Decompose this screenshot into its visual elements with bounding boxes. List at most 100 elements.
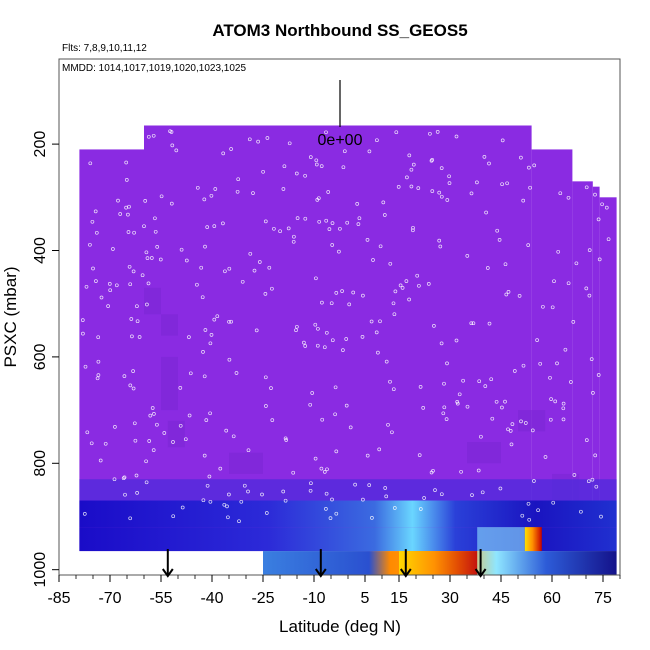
obs-point	[367, 149, 372, 154]
obs-point	[393, 289, 398, 294]
obs-point	[508, 429, 513, 433]
obs-point	[351, 290, 356, 295]
obs-point	[338, 226, 342, 231]
obs-point	[281, 187, 286, 191]
x-tick-label: 15	[390, 590, 408, 607]
obs-point	[530, 428, 535, 433]
obs-point	[319, 466, 324, 471]
obs-point	[571, 320, 576, 324]
obs-point	[356, 222, 361, 226]
obs-point	[584, 438, 589, 442]
obs-point	[128, 516, 133, 521]
obs-point	[409, 167, 414, 172]
obs-point	[430, 189, 435, 193]
obs-point	[600, 202, 604, 207]
obs-point	[384, 359, 389, 364]
obs-point	[81, 331, 85, 336]
obs-point	[484, 210, 488, 215]
obs-point	[263, 292, 268, 296]
obs-point	[594, 484, 599, 489]
obs-point	[361, 293, 365, 298]
obs-point	[83, 364, 88, 369]
obs-point	[439, 166, 444, 170]
obs-point	[591, 391, 595, 395]
obs-point	[96, 359, 101, 364]
obs-point	[237, 519, 241, 524]
x-tick-label: 60	[543, 590, 561, 607]
obs-point	[174, 148, 179, 153]
obs-point	[272, 226, 276, 231]
obs-point	[489, 377, 494, 382]
obs-point	[470, 493, 474, 497]
obs-point	[121, 476, 126, 481]
obs-point	[365, 238, 370, 242]
arrow-head	[474, 568, 487, 578]
obs-point	[599, 514, 603, 519]
obs-point	[369, 319, 374, 324]
obs-point	[370, 516, 374, 520]
obs-point	[135, 491, 139, 495]
obs-point	[235, 189, 240, 194]
obs-point	[180, 505, 185, 510]
obs-point	[142, 224, 146, 229]
obs-point	[341, 165, 346, 170]
obs-point	[209, 333, 214, 337]
obs-point	[593, 453, 598, 458]
obs-point	[382, 213, 387, 217]
obs-point	[227, 492, 231, 497]
obs-point	[345, 220, 350, 225]
obs-point	[347, 302, 352, 307]
obs-point	[510, 422, 515, 426]
obs-point	[145, 256, 150, 260]
obs-point	[548, 375, 552, 380]
field-patch-4	[229, 452, 263, 474]
obs-point	[282, 164, 287, 169]
obs-point	[263, 375, 268, 380]
obs-point	[589, 357, 594, 361]
obs-point	[269, 386, 273, 390]
x-tick-label: 45	[492, 590, 510, 607]
obs-point	[208, 499, 213, 504]
obs-point	[122, 374, 127, 378]
obs-point	[418, 385, 423, 389]
obs-point	[140, 273, 145, 278]
obs-point	[330, 497, 334, 502]
obs-point	[90, 219, 95, 224]
obs-point	[116, 198, 120, 203]
obs-point	[497, 238, 502, 242]
obs-point	[324, 130, 328, 135]
obs-point	[504, 292, 509, 297]
obs-point	[178, 386, 183, 390]
obs-point	[519, 155, 523, 160]
obs-point	[239, 499, 244, 504]
obs-point	[96, 373, 101, 377]
y-tick-label: 600	[32, 343, 49, 370]
obs-point	[333, 412, 337, 417]
obs-point	[454, 134, 459, 139]
obs-point	[439, 341, 444, 346]
obs-point	[324, 218, 329, 223]
obs-point	[151, 133, 156, 138]
obs-point	[320, 417, 325, 422]
obs-point	[202, 197, 207, 202]
obs-point	[487, 321, 492, 326]
obs-point	[465, 254, 470, 258]
obs-point	[144, 250, 149, 255]
obs-point	[572, 473, 577, 477]
obs-point	[82, 512, 87, 516]
obs-point	[333, 385, 338, 390]
obs-point	[291, 470, 296, 475]
obs-point	[521, 198, 526, 203]
obs-point	[246, 448, 251, 453]
obs-point	[411, 228, 415, 233]
obs-point	[561, 406, 566, 411]
obs-point	[314, 162, 319, 167]
obs-point	[303, 216, 308, 221]
field-patch-3	[167, 420, 185, 448]
obs-point	[593, 192, 597, 197]
obs-point	[188, 371, 193, 376]
obs-point	[561, 401, 566, 406]
obs-point	[264, 404, 268, 408]
obs-point	[383, 486, 388, 490]
obs-point	[205, 483, 210, 488]
